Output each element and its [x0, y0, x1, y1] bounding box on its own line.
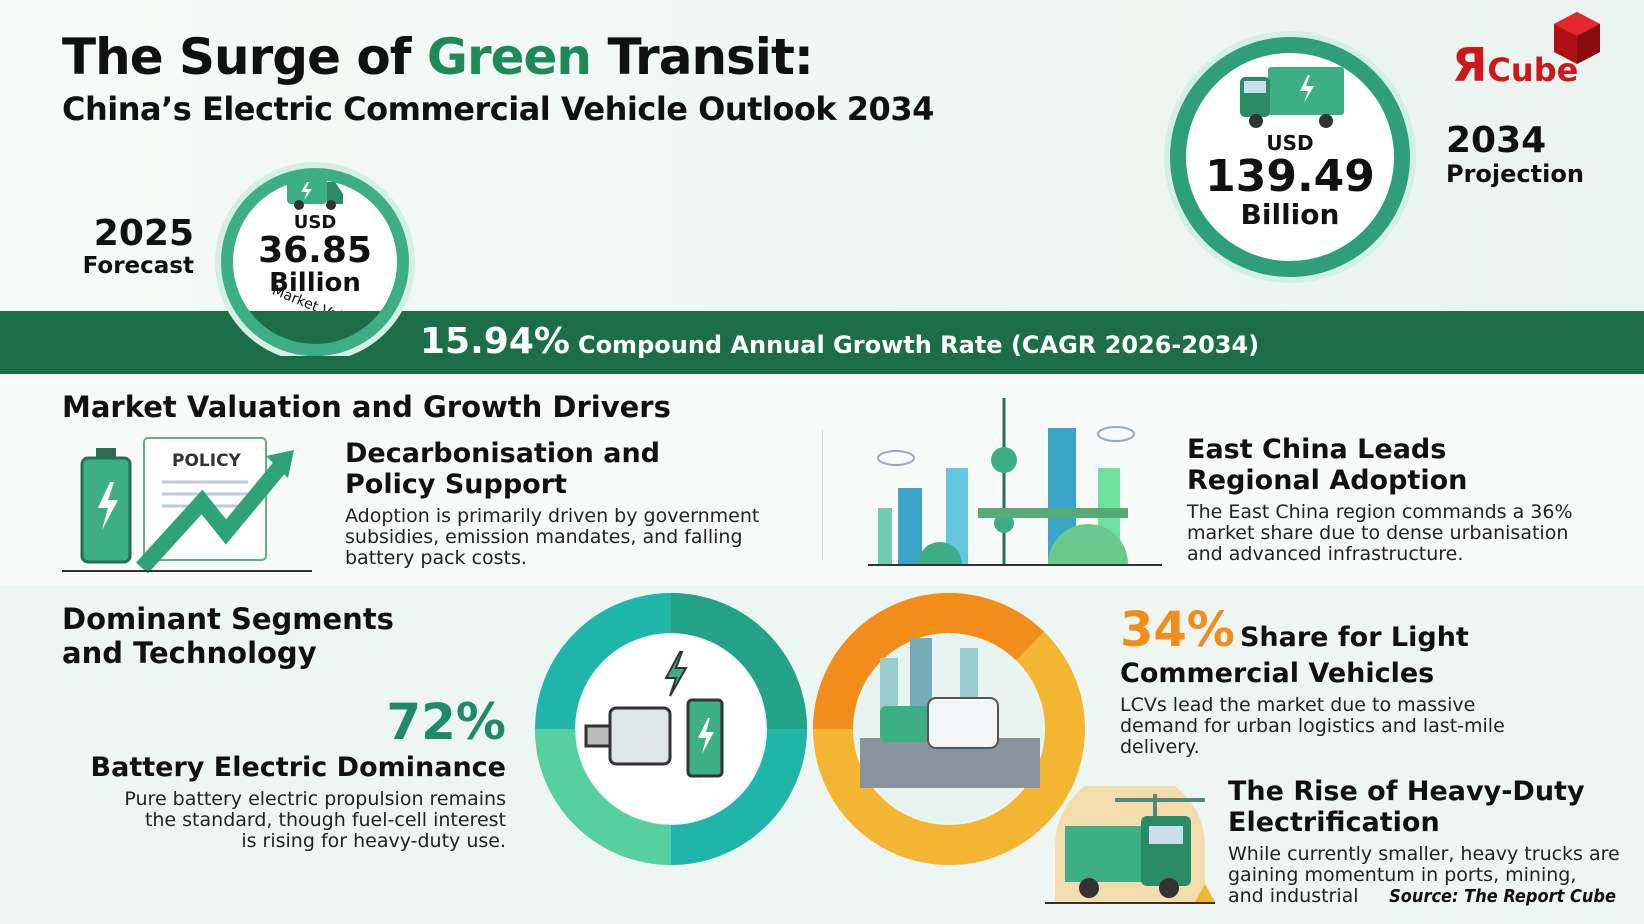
van-icon [287, 178, 343, 210]
infinity-loop-chart [535, 593, 1085, 865]
section-divider [822, 430, 823, 560]
city-vans-icon [860, 638, 1040, 788]
forecast-year-label: 2025 Forecast [82, 213, 194, 280]
policy-growth-illustration: POLICY [62, 437, 312, 574]
policy-label: POLICY [172, 451, 242, 471]
cagr-text: Compound Annual Growth Rate (CAGR 2026-2… [577, 331, 1260, 359]
source-credit: Source: The Report Cube [1389, 886, 1616, 907]
page-subtitle: China’s Electric Commercial Vehicle Outl… [62, 90, 934, 128]
bev-stat: 72% Battery Electric Dominance Pure batt… [90, 693, 506, 852]
projection-year-label: 2034 Projection [1446, 120, 1584, 189]
motor-battery-icon [584, 651, 724, 778]
truck-icon [1240, 67, 1344, 128]
bev-ring-light [535, 728, 672, 865]
lcv-ring-share [813, 593, 1044, 730]
east-china-card: East China Leads Regional Adoption The E… [1187, 434, 1573, 565]
policy-driver-card: Decarbonisation and Policy Support Adopt… [345, 438, 760, 569]
heavy-truck-illustration [1045, 786, 1215, 904]
logo: ЯCube [1452, 12, 1600, 92]
lcv-stat: 34% Share for Light Commercial Vehicles … [1120, 602, 1505, 758]
drivers-heading: Market Valuation and Growth Drivers [62, 390, 671, 424]
city-skyline-illustration [868, 398, 1162, 566]
page-title: The Surge of Green Transit: [62, 28, 814, 86]
cube-icon [1554, 12, 1600, 64]
projection-2034-circle: USD 139.49 Billion [1170, 37, 1410, 277]
cagr-value: 15.94% [420, 321, 570, 362]
heavy-duty-card: The Rise of Heavy-Duty Electrification W… [1228, 776, 1620, 907]
segments-heading: Dominant Segments and Technology [62, 602, 394, 670]
bev-ring-segment [670, 593, 807, 730]
